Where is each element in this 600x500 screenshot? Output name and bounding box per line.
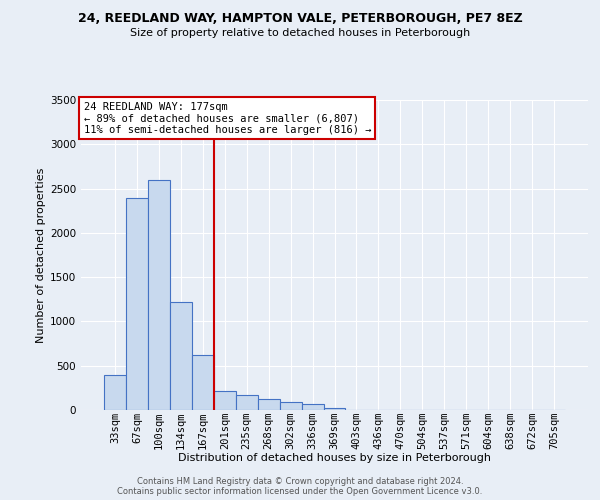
Bar [104, 376, 126, 410]
Bar [280, 402, 302, 410]
Bar [323, 408, 346, 410]
Y-axis label: Number of detached properties: Number of detached properties [36, 168, 46, 342]
Bar [257, 399, 280, 410]
Text: 24, REEDLAND WAY, HAMPTON VALE, PETERBOROUGH, PE7 8EZ: 24, REEDLAND WAY, HAMPTON VALE, PETERBOR… [77, 12, 523, 26]
Bar [302, 404, 323, 410]
X-axis label: Distribution of detached houses by size in Peterborough: Distribution of detached houses by size … [178, 453, 491, 463]
Text: Contains public sector information licensed under the Open Government Licence v3: Contains public sector information licen… [118, 487, 482, 496]
Text: Size of property relative to detached houses in Peterborough: Size of property relative to detached ho… [130, 28, 470, 38]
Text: Contains HM Land Registry data © Crown copyright and database right 2024.: Contains HM Land Registry data © Crown c… [137, 477, 463, 486]
Bar [214, 390, 236, 410]
Bar [148, 180, 170, 410]
Bar [126, 198, 148, 410]
Bar [192, 355, 214, 410]
Text: 24 REEDLAND WAY: 177sqm
← 89% of detached houses are smaller (6,807)
11% of semi: 24 REEDLAND WAY: 177sqm ← 89% of detache… [83, 102, 371, 134]
Bar [236, 396, 257, 410]
Bar [170, 302, 192, 410]
